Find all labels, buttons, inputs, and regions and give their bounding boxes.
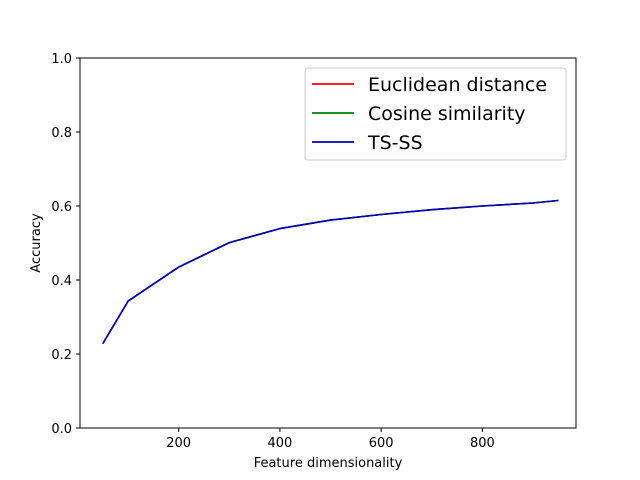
series-layer (102, 199, 559, 345)
series-line-3 (102, 199, 559, 345)
x-axis-ticks: 200 400 600 800 (166, 428, 495, 451)
legend-box (304, 67, 567, 161)
x-tick-label: 400 (268, 436, 293, 451)
y-tick-label: 0.8 (51, 126, 72, 141)
legend: Euclidean distance Cosine similarity TS-SS (304, 67, 567, 161)
y-tick-label: 0.6 (51, 200, 72, 215)
x-tick-label: 200 (166, 436, 191, 451)
legend-entries: Euclidean distance Cosine similarity TS-SS (312, 74, 547, 154)
legend-label: Cosine similarity (368, 103, 526, 125)
y-tick-label: 0.2 (51, 348, 72, 363)
x-tick-label: 800 (470, 436, 495, 451)
y-tick-label: 1.0 (51, 52, 72, 67)
plot-frame (79, 57, 577, 429)
x-axis-label: Feature dimensionality (254, 456, 403, 471)
y-axis-ticks: 0.0 0.2 0.4 0.6 0.8 1.0 (51, 52, 80, 437)
x-tick-label: 600 (369, 436, 394, 451)
legend-label: Euclidean distance (368, 74, 547, 96)
legend-label: TS-SS (367, 132, 423, 154)
y-tick-label: 0.0 (51, 422, 72, 437)
y-axis-label: Accuracy (29, 213, 44, 273)
y-tick-label: 0.4 (51, 274, 72, 289)
